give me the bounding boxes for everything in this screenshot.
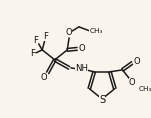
- Text: CH₃: CH₃: [139, 86, 151, 92]
- Text: O: O: [66, 28, 72, 37]
- Text: S: S: [99, 95, 105, 105]
- Text: O: O: [133, 57, 140, 66]
- Text: O: O: [129, 78, 136, 87]
- Text: CH₃: CH₃: [89, 28, 103, 34]
- Text: F: F: [34, 36, 39, 45]
- Text: O: O: [78, 44, 85, 53]
- Text: F: F: [43, 32, 48, 41]
- Text: NH: NH: [75, 64, 88, 73]
- Text: O: O: [41, 73, 47, 82]
- Text: F: F: [30, 49, 35, 58]
